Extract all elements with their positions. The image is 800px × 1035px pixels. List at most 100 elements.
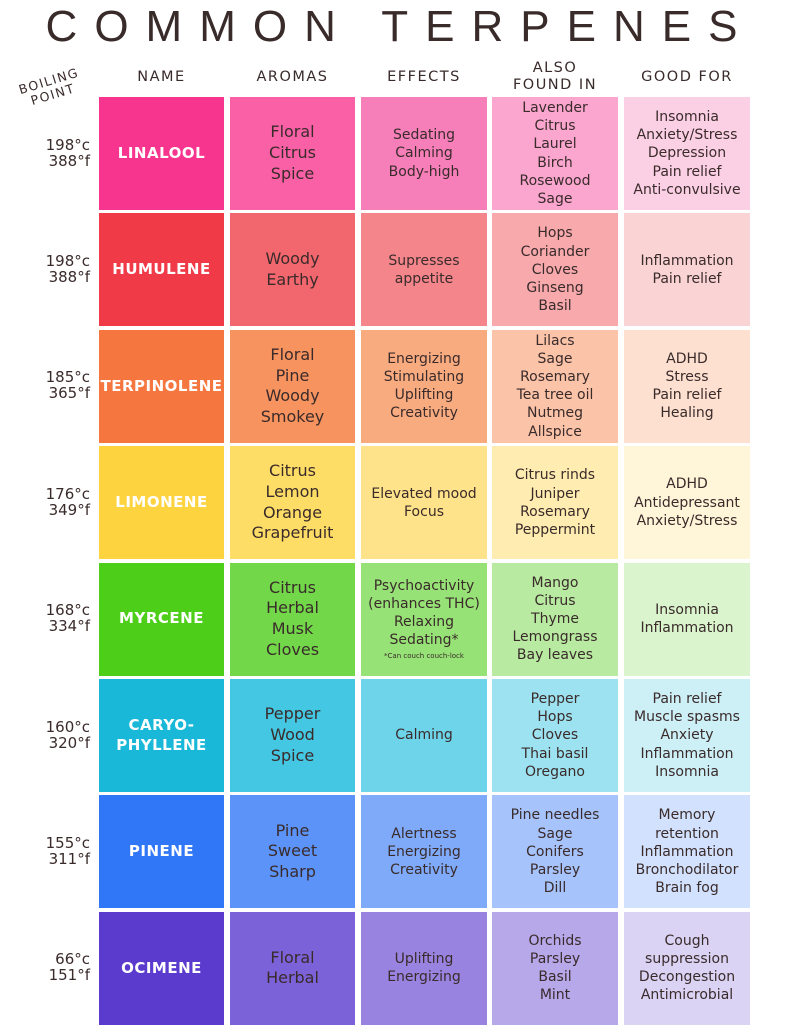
effects-cell: Sedating Calming Body-high bbox=[361, 97, 487, 210]
fahrenheit: 349°f bbox=[48, 500, 90, 519]
cell-line: Pine bbox=[275, 365, 310, 385]
cell-line: PHYLLENE bbox=[116, 735, 207, 754]
cell-line: Anxiety/Stress bbox=[636, 512, 738, 529]
cell-line: Sharp bbox=[269, 862, 316, 882]
cell-line: Smokey bbox=[260, 407, 325, 427]
aromas-cell: Citrus Herbal Musk Cloves bbox=[230, 562, 355, 676]
column-header: ALSO FOUND IN bbox=[492, 58, 618, 96]
cell-line: Pepper bbox=[264, 704, 321, 724]
cell-line: Supresses bbox=[388, 252, 460, 269]
cell-line: Peppermint bbox=[514, 521, 596, 538]
cell-line: Memory bbox=[658, 807, 716, 824]
cell-line: Cloves bbox=[531, 727, 579, 744]
cell-line: Inflammation bbox=[640, 843, 734, 860]
cell-line: MYRCENE bbox=[119, 609, 204, 628]
cell-line: Pain relief bbox=[652, 270, 722, 287]
cell-line: Orange bbox=[262, 502, 323, 522]
cell-line: Citrus bbox=[269, 461, 316, 481]
cell-line: Body-high bbox=[388, 163, 460, 180]
name-cell: LINALOOL bbox=[99, 97, 224, 210]
cell-line: Sweet bbox=[267, 841, 318, 861]
cell-line: Pine needles bbox=[510, 807, 600, 824]
cell-line: retention bbox=[655, 825, 719, 842]
cell-line: Sage bbox=[537, 190, 573, 207]
footnote: *Can couch couch-lock bbox=[384, 652, 464, 661]
cell-line: Floral bbox=[270, 344, 315, 364]
found-in-cell: Citrus rinds Juniper Rosemary Peppermint bbox=[492, 446, 618, 560]
found-in-cell: Hops Coriander Cloves Ginseng Basil bbox=[492, 213, 618, 327]
cell-line: Citrus bbox=[534, 118, 576, 135]
good-for-cell: ADHD Stress Pain relief Healing bbox=[624, 329, 750, 443]
cell-line: Psychoactivity bbox=[373, 577, 475, 594]
cell-line: HUMULENE bbox=[112, 260, 211, 279]
effects-cell: Energizing Stimulating Uplifting Creativity bbox=[361, 329, 487, 443]
cell-line: Depression bbox=[647, 145, 727, 162]
cell-line: Pain relief bbox=[652, 163, 722, 180]
fahrenheit: 311°f bbox=[48, 849, 90, 868]
aromas-cell: Floral Herbal bbox=[230, 911, 355, 1025]
cell-line: Herbal bbox=[266, 968, 319, 988]
cell-line: Rosewood bbox=[519, 172, 591, 189]
cell-line: Decongestion bbox=[638, 969, 736, 986]
cell-line: Inflammation bbox=[640, 620, 734, 637]
cell-line: Lilacs bbox=[535, 332, 575, 349]
celsius: 160°c bbox=[45, 717, 90, 736]
cell-line: Calming bbox=[395, 727, 453, 744]
name-cell: MYRCENE bbox=[99, 562, 224, 676]
good-for-cell: Memory retention Inflammation Bronchodilato… bbox=[624, 795, 750, 909]
cell-line: Tea tree oil bbox=[516, 387, 594, 404]
aromas-cell: Woody Earthy bbox=[230, 213, 355, 327]
title: COMMON TERPENES bbox=[45, 2, 755, 51]
aromas-cell: Pine Sweet Sharp bbox=[230, 795, 355, 909]
cell-line: Relaxing bbox=[393, 614, 455, 631]
cell-line: PINENE bbox=[128, 842, 195, 861]
cell-line: Energizing bbox=[387, 969, 461, 986]
celsius: 66°c bbox=[55, 950, 90, 969]
cell-line: Alertness bbox=[391, 825, 457, 842]
cell-line: Herbal bbox=[266, 598, 319, 618]
cell-line: Sedating bbox=[392, 127, 456, 144]
found-in-cell: Mango Citrus Thyme Lemongrass Bay leaves bbox=[492, 562, 618, 676]
cell-line: Sedating* bbox=[389, 632, 459, 649]
cell-line: Insomnia bbox=[655, 109, 719, 126]
cell-line: suppression bbox=[645, 951, 729, 968]
cell-line: Thai basil bbox=[521, 745, 589, 762]
cell-line: Basil bbox=[538, 298, 572, 315]
cell-line: Mango bbox=[531, 574, 579, 591]
effects-cell: Calming bbox=[361, 679, 487, 792]
column-header: AROMAS bbox=[256, 68, 329, 85]
cell-line: Creativity bbox=[390, 861, 458, 878]
cell-line: Lemon bbox=[265, 481, 320, 501]
celsius: 185°c bbox=[45, 368, 90, 387]
cell-line: Cloves bbox=[265, 639, 320, 659]
cell-line: Creativity bbox=[390, 405, 458, 422]
cell-line: ADHD bbox=[666, 350, 708, 367]
boiling-point: 198°c 388°f bbox=[20, 253, 90, 285]
cell-line: Bay leaves bbox=[516, 647, 594, 664]
cell-line: Hops bbox=[537, 709, 573, 726]
aromas-cell: Pepper Wood Spice bbox=[230, 679, 355, 792]
cell-line: Orchids bbox=[528, 932, 582, 949]
cell-line: Allspice bbox=[528, 423, 582, 440]
effects-cell: Elevated mood Focus bbox=[361, 446, 487, 560]
cell-line: Oregano bbox=[525, 763, 585, 780]
cell-line: Stress bbox=[665, 369, 709, 386]
good-for-cell: Insomnia Inflammation bbox=[624, 562, 750, 676]
good-for-cell: Pain relief Muscle spasms Anxiety Inflammat… bbox=[624, 679, 750, 792]
cell-line: Elevated mood bbox=[371, 485, 477, 502]
cell-line: Anxiety/Stress bbox=[636, 127, 738, 144]
cell-line: Sage bbox=[537, 350, 573, 367]
fahrenheit: 151°f bbox=[48, 966, 90, 985]
cell-line: CARYO- bbox=[128, 716, 195, 734]
cell-line: Floral bbox=[270, 122, 315, 142]
cell-line: Energizing bbox=[387, 350, 461, 367]
cell-line: Floral bbox=[270, 947, 315, 967]
cell-line: Anti-convulsive bbox=[633, 181, 741, 198]
aromas-cell: Floral Citrus Spice bbox=[230, 97, 355, 210]
cell-line: Nutmeg bbox=[527, 405, 583, 422]
cell-line: (enhances THC) bbox=[368, 595, 480, 612]
cell-line: Spice bbox=[270, 163, 315, 183]
column-header-line: ALSO bbox=[532, 60, 578, 76]
cell-line: Woody bbox=[265, 386, 320, 406]
